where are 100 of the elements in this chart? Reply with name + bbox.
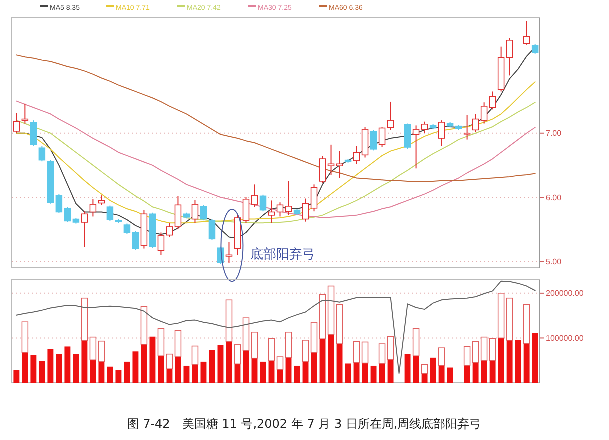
bar bbox=[532, 333, 538, 383]
candlestick bbox=[174, 196, 182, 230]
line-series bbox=[16, 280, 536, 374]
candlestick bbox=[472, 114, 480, 133]
bar bbox=[48, 349, 54, 383]
bar bbox=[158, 356, 164, 383]
candlestick bbox=[378, 126, 386, 148]
candlestick bbox=[387, 101, 394, 131]
bar bbox=[336, 304, 344, 344]
bar bbox=[22, 352, 28, 383]
bar bbox=[328, 334, 334, 383]
bar bbox=[438, 348, 446, 366]
candlestick bbox=[523, 20, 530, 46]
bar bbox=[166, 369, 173, 383]
bar bbox=[481, 360, 488, 383]
bar bbox=[345, 364, 352, 383]
bar bbox=[523, 304, 530, 344]
bar bbox=[73, 354, 80, 383]
bar bbox=[276, 356, 284, 370]
bar bbox=[30, 355, 37, 383]
candlestick bbox=[158, 232, 165, 256]
bar bbox=[56, 354, 62, 383]
candlestick bbox=[251, 184, 258, 208]
bar bbox=[294, 366, 300, 383]
bar bbox=[515, 340, 522, 383]
candlestick bbox=[285, 180, 292, 216]
candlestick bbox=[38, 146, 46, 162]
bar bbox=[319, 294, 326, 340]
bar bbox=[90, 336, 97, 361]
bar bbox=[286, 358, 292, 383]
y-tick-label: 7.00 bbox=[546, 129, 562, 138]
bar bbox=[498, 293, 505, 339]
bar bbox=[524, 344, 530, 383]
bar bbox=[234, 344, 242, 365]
candlestick bbox=[30, 120, 38, 147]
bar bbox=[64, 346, 71, 383]
bar bbox=[200, 362, 207, 383]
candlestick bbox=[489, 91, 496, 110]
bar bbox=[81, 298, 88, 342]
text: 图 7-42 美国糖 11 号,2002 年 7 月 3 日所在周,周线底部阳弃弓 bbox=[127, 417, 482, 431]
bar bbox=[480, 336, 488, 362]
bar bbox=[464, 366, 470, 383]
bar bbox=[184, 366, 190, 383]
bar bbox=[260, 362, 266, 383]
bar bbox=[302, 340, 310, 362]
candlestick bbox=[438, 120, 446, 147]
bar bbox=[421, 364, 428, 374]
bar bbox=[388, 360, 394, 383]
candlestick bbox=[328, 144, 335, 176]
bar bbox=[413, 356, 420, 383]
bar bbox=[438, 366, 445, 383]
candlestick bbox=[319, 156, 326, 184]
bar bbox=[166, 354, 174, 370]
candlestick bbox=[532, 44, 539, 54]
bar bbox=[472, 362, 479, 383]
bar bbox=[311, 352, 318, 383]
bar bbox=[447, 368, 454, 383]
bar bbox=[124, 362, 130, 383]
bar bbox=[150, 336, 156, 383]
candlestick bbox=[412, 125, 420, 170]
candlestick bbox=[260, 194, 267, 212]
annotation: 底部阳弃弓 bbox=[250, 246, 316, 262]
candlestick bbox=[421, 121, 428, 134]
bar bbox=[98, 340, 106, 362]
candlestick bbox=[310, 184, 318, 212]
candlestick bbox=[132, 230, 140, 251]
candlestick bbox=[81, 211, 88, 248]
bar bbox=[489, 338, 496, 362]
bar bbox=[412, 328, 420, 357]
bar bbox=[268, 338, 276, 362]
candlestick bbox=[242, 196, 250, 224]
bar bbox=[353, 341, 360, 364]
bar bbox=[174, 330, 182, 358]
bar bbox=[404, 354, 411, 383]
candlestick bbox=[166, 222, 174, 238]
candlestick bbox=[90, 198, 97, 218]
bar bbox=[132, 352, 139, 383]
bar bbox=[192, 364, 198, 383]
candlestick bbox=[480, 102, 488, 124]
candlestick bbox=[464, 114, 471, 140]
bar bbox=[387, 336, 394, 360]
bar bbox=[141, 344, 148, 383]
bar bbox=[268, 361, 275, 383]
candlestick bbox=[226, 242, 233, 264]
candlestick bbox=[208, 218, 216, 241]
bar bbox=[242, 318, 250, 352]
y-tick-label: 200000.00 bbox=[546, 289, 584, 298]
bar bbox=[39, 361, 46, 383]
bar bbox=[506, 340, 513, 383]
y-tick-label: 6.00 bbox=[546, 193, 562, 202]
bar bbox=[354, 362, 360, 383]
line-series bbox=[16, 54, 536, 182]
bar bbox=[90, 360, 96, 383]
bar bbox=[243, 350, 250, 383]
bar bbox=[285, 332, 292, 358]
bar bbox=[218, 345, 224, 383]
bar bbox=[175, 357, 182, 383]
bar bbox=[14, 370, 20, 383]
bar bbox=[107, 366, 114, 383]
candlestick bbox=[124, 223, 131, 235]
